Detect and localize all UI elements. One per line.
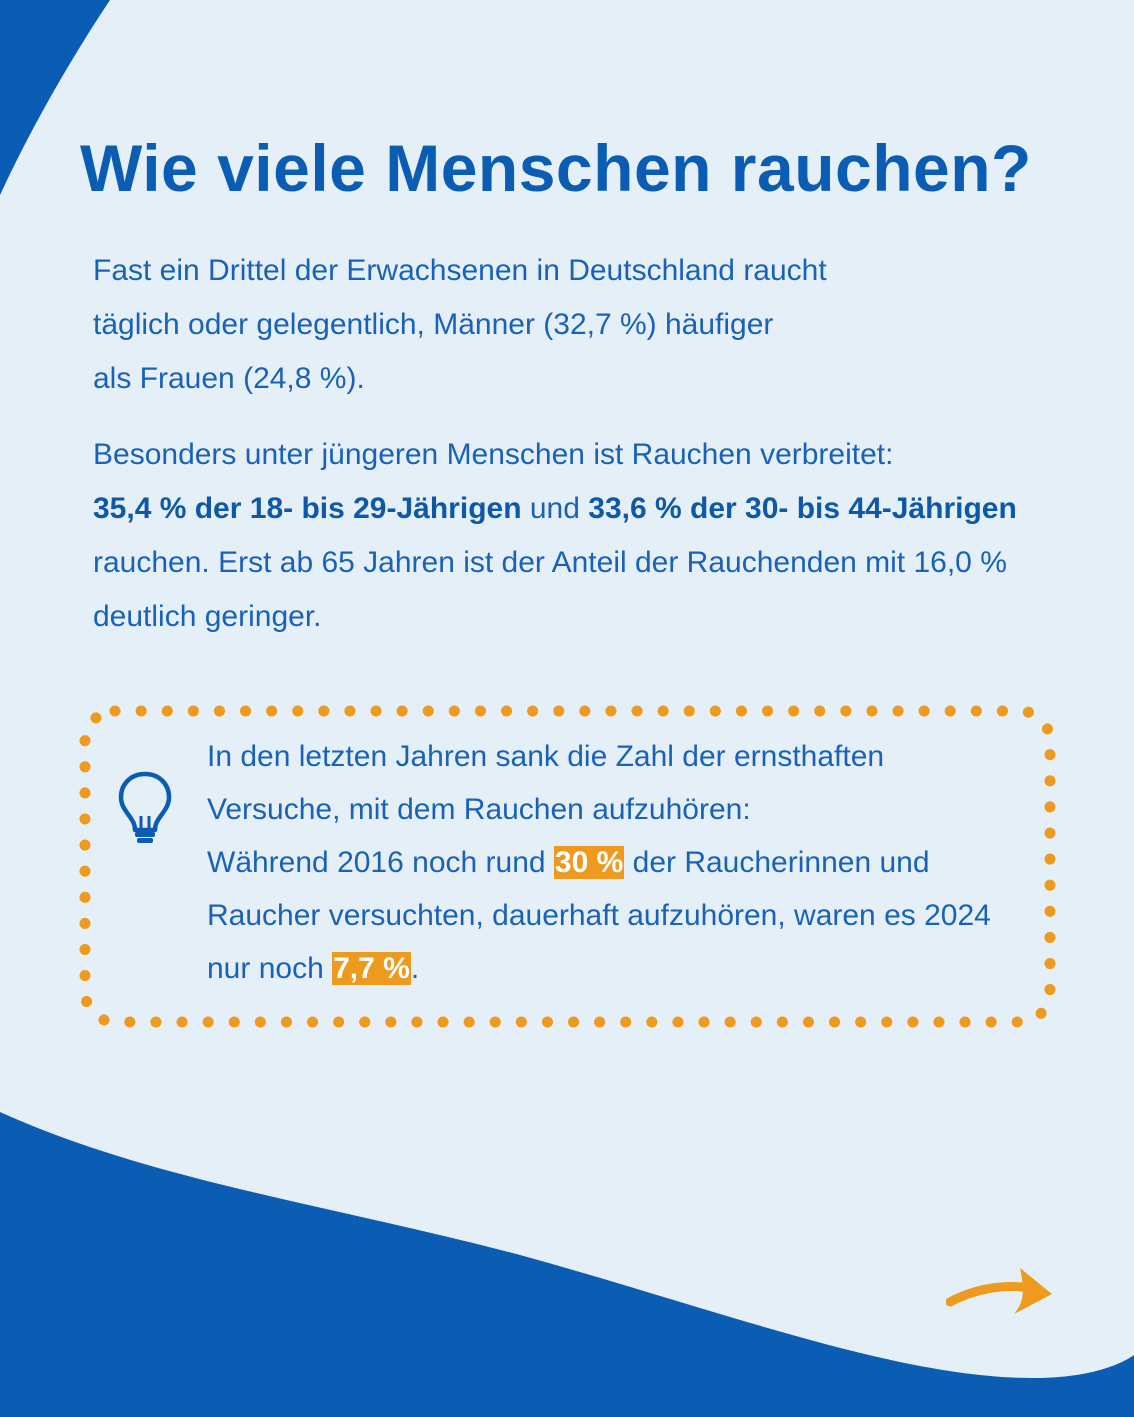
highlight-2024-value: 7,7 %: [332, 952, 411, 985]
top-left-corner-shape: [0, 0, 110, 195]
intro-line-3: als Frauen (24,8 %).: [93, 362, 365, 395]
age-bold-2: 33,6 % der 30- bis 44-Jährigen: [588, 492, 1017, 525]
tip-line-1: In den letzten Jahren sank die Zahl der …: [207, 740, 885, 773]
age-bold-1: 35,4 % der 18- bis 29-Jährigen: [93, 492, 522, 525]
intro-line-1: Fast ein Drittel der Erwachsenen in Deut…: [93, 254, 827, 287]
arrow-right-icon[interactable]: [946, 1262, 1058, 1322]
tip-line-2: Versuche, mit dem Rauchen aufzuhören:: [207, 793, 751, 826]
intro-paragraph: Fast ein Drittel der Erwachsenen in Deut…: [93, 244, 953, 406]
tip-text-1: Während 2016 noch rund: [207, 846, 554, 879]
age-text-2: und: [521, 492, 589, 525]
tip-box-dotted-border: [79, 705, 1056, 1028]
age-text-3: rauchen. Erst ab 65 Jahren ist der Antei…: [93, 546, 1007, 633]
bottom-wave-shape: [0, 1112, 1134, 1417]
age-text-1: Besonders unter jüngeren Menschen ist Ra…: [93, 438, 894, 471]
tip-text-2: der Raucherinnen und Raucher versuchten,…: [207, 846, 991, 985]
tip-paragraph: In den letzten Jahren sank die Zahl der …: [207, 730, 1037, 995]
age-paragraph: Besonders unter jüngeren Menschen ist Ra…: [93, 428, 1023, 644]
tip-text-3: .: [410, 952, 420, 985]
intro-line-2: täglich oder gelegentlich, Männer (32,7 …: [93, 308, 774, 341]
lightbulb-icon: [118, 771, 172, 843]
page-title: Wie viele Menschen rauchen?: [80, 131, 1032, 205]
highlight-2016-value: 30 %: [553, 846, 625, 879]
